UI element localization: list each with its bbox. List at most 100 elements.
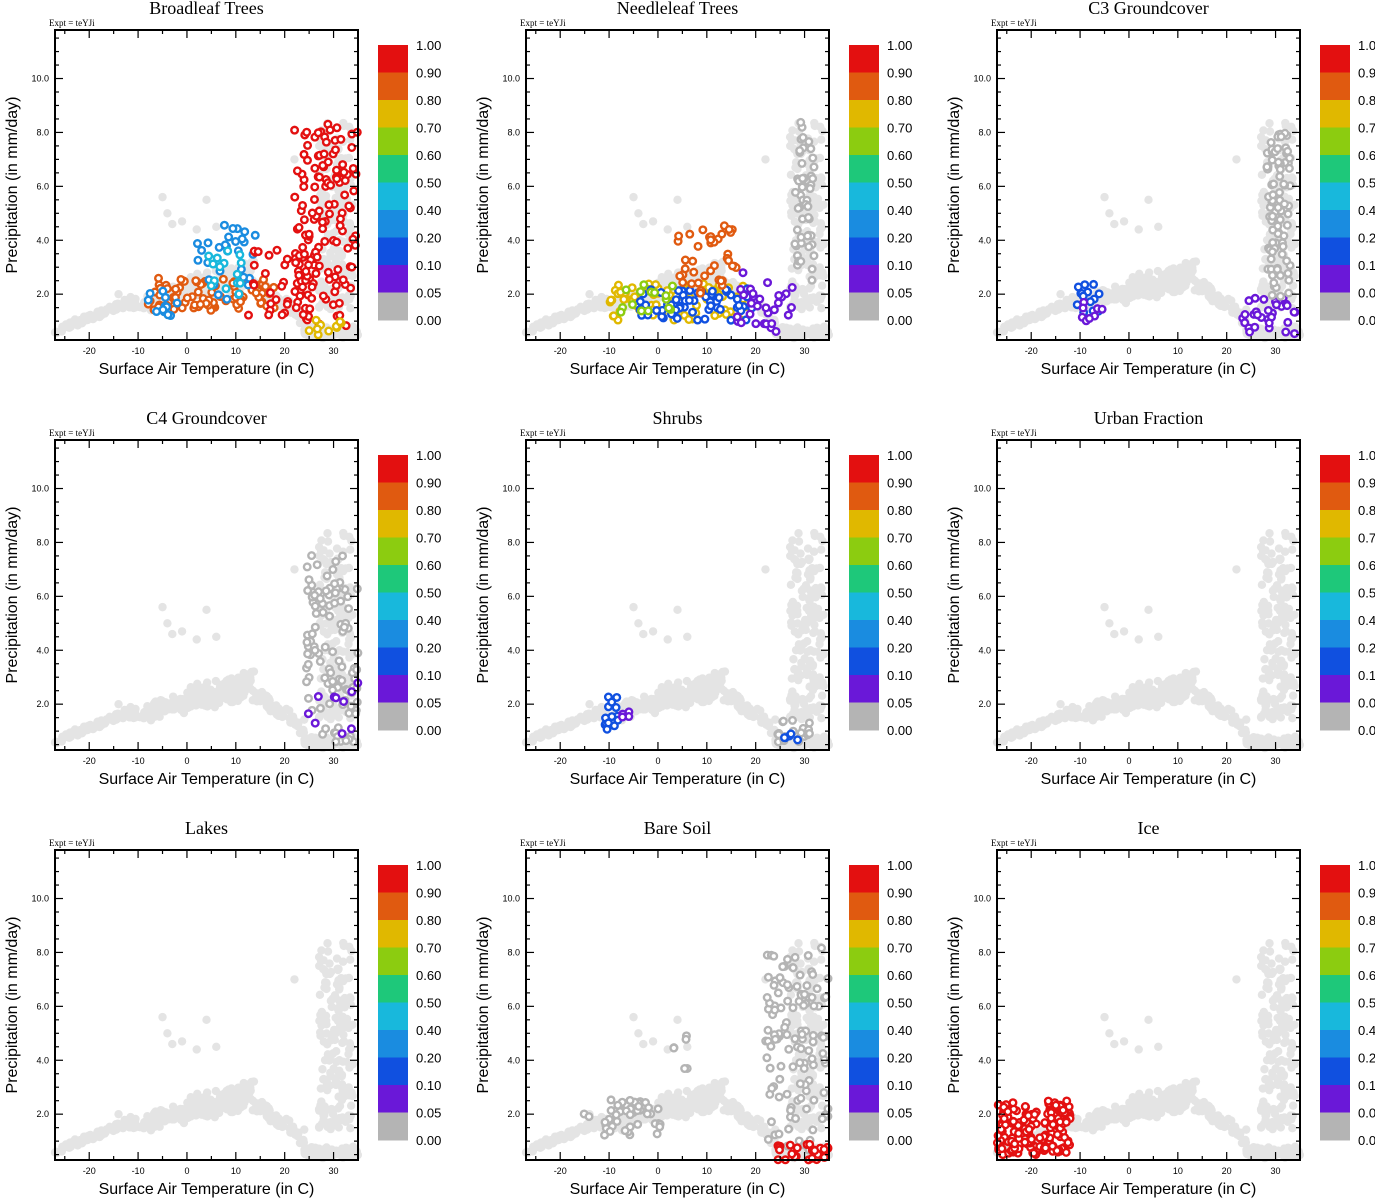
data-point (171, 284, 181, 294)
data-point (310, 601, 320, 611)
data-point (224, 232, 234, 242)
colorbar-label: 0.50 (887, 176, 912, 191)
data-point (320, 236, 330, 246)
data-point (639, 280, 649, 290)
colorbar-label: 0.40 (416, 203, 441, 218)
colorbar-swatch (849, 100, 879, 128)
data-point (818, 126, 827, 136)
data-point (293, 721, 302, 731)
data-point (795, 146, 805, 156)
data-point (182, 293, 192, 303)
data-point (1156, 288, 1166, 298)
data-point (664, 303, 674, 313)
data-point (619, 294, 629, 304)
data-point (320, 673, 330, 683)
data-point (347, 687, 357, 697)
colorbar-swatch (1320, 237, 1350, 266)
data-point (793, 203, 803, 213)
colorbar-label: 0.20 (416, 641, 441, 656)
colorbar-swatch (849, 292, 879, 321)
data-point (1281, 327, 1291, 337)
data-point (163, 619, 172, 628)
data-point (1267, 247, 1277, 257)
colorbar-swatch (849, 237, 879, 266)
colorbar-swatch (378, 675, 408, 703)
data-point (693, 315, 703, 325)
colorbar-label: 0.05 (416, 286, 441, 301)
data-point (93, 721, 102, 731)
data-point (332, 165, 342, 175)
data-point (752, 301, 762, 311)
data-point (330, 579, 340, 589)
data-point (1277, 249, 1287, 259)
data-point (1273, 144, 1283, 154)
data-point (344, 201, 354, 211)
data-point (774, 290, 784, 300)
data-point (208, 259, 218, 269)
data-point (792, 225, 802, 235)
data-point (1024, 315, 1033, 325)
colorbar-label: 0.10 (887, 258, 912, 273)
y-tick-label: 2.0 (507, 289, 520, 299)
data-point (819, 200, 828, 209)
colorbar-label: 0.40 (887, 203, 912, 218)
data-point (716, 276, 726, 286)
x-axis-label: Surface Air Temperature (in C) (1041, 361, 1257, 378)
data-point (788, 126, 797, 135)
data-point (621, 285, 631, 295)
x-tick-label: 20 (280, 346, 290, 356)
colorbar-swatch (849, 127, 879, 156)
data-point (817, 281, 827, 290)
data-point (817, 291, 826, 301)
data-point (323, 267, 333, 277)
data-point (796, 117, 806, 127)
data-point (1283, 209, 1293, 219)
data-point (234, 289, 244, 299)
data-point (314, 261, 324, 271)
data-point (307, 282, 317, 292)
data-point (340, 190, 350, 200)
data-point (145, 288, 155, 298)
data-point (326, 180, 336, 190)
colorbar-label: 0.10 (416, 668, 441, 683)
data-point (787, 211, 796, 220)
data-point (786, 303, 796, 313)
data-point (186, 702, 195, 711)
data-point (314, 206, 324, 216)
x-tick-label: 10 (231, 346, 241, 356)
data-point (307, 551, 317, 561)
data-point (1275, 164, 1285, 174)
x-tick-label: 0 (655, 346, 660, 356)
y-tick-label: 2.0 (36, 699, 49, 709)
data-point (310, 645, 320, 655)
data-point (734, 301, 744, 311)
data-point (312, 560, 322, 570)
y-tick-label: 10.0 (31, 484, 49, 494)
y-tick-label: 4.0 (36, 645, 49, 655)
data-point (674, 231, 684, 241)
y-tick-label: 8.0 (36, 537, 49, 547)
data-point (214, 698, 224, 708)
data-point (707, 286, 717, 296)
data-point (783, 310, 793, 320)
data-point (678, 689, 687, 698)
data-point (325, 699, 335, 709)
data-point (809, 628, 818, 638)
data-point (347, 536, 356, 546)
data-point (335, 214, 345, 224)
data-point (337, 729, 347, 739)
data-point (328, 685, 338, 695)
data-point (114, 699, 123, 709)
data-point (1262, 162, 1272, 172)
data-point (1282, 220, 1292, 230)
x-axis-label: Surface Air Temperature (in C) (570, 361, 786, 378)
colorbar-swatch (849, 45, 879, 73)
data-point (282, 254, 292, 264)
colorbar-label: 0.80 (1358, 93, 1375, 108)
data-point (330, 588, 340, 598)
data-point (332, 237, 342, 247)
data-point (1105, 209, 1114, 218)
colorbar-label: 0.60 (416, 148, 441, 163)
